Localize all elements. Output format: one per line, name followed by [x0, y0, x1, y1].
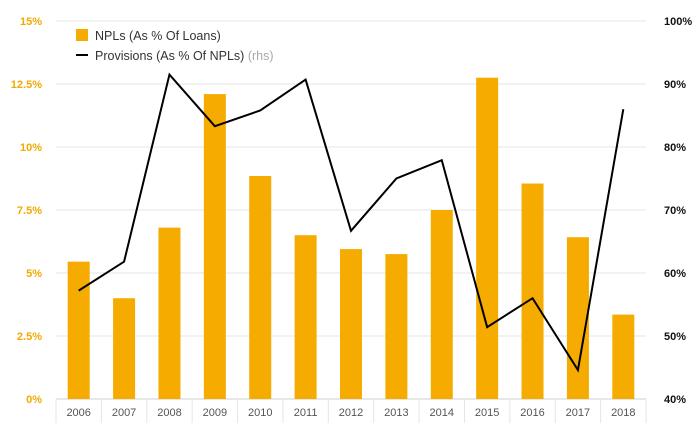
- x-tick-label: 2011: [294, 407, 318, 419]
- legend-label-provisions: Provisions (As % Of NPLs) (rhs): [95, 49, 274, 63]
- bar: [67, 261, 90, 399]
- x-tick-label: 2009: [203, 407, 227, 419]
- y-right-tick-label: 90%: [664, 79, 686, 91]
- y-left-tick-label: 15%: [20, 16, 42, 28]
- y-right-tick-label: 70%: [664, 205, 686, 217]
- bar: [385, 254, 408, 399]
- bar: [340, 249, 362, 399]
- x-tick-label: 2010: [248, 407, 272, 419]
- bar: [249, 175, 272, 399]
- y-right-tick-label: 80%: [664, 142, 686, 154]
- bar: [612, 314, 635, 399]
- bar: [430, 210, 453, 399]
- x-tick-label: 2014: [430, 407, 454, 419]
- y-left-tick-label: 7.5%: [17, 205, 42, 217]
- bar: [476, 77, 499, 399]
- x-tick-label: 2008: [157, 407, 181, 419]
- bar: [113, 298, 136, 399]
- y-right-tick-label: 100%: [664, 16, 692, 28]
- y-right-tick-label: 60%: [664, 268, 686, 280]
- y-right-tick-label: 40%: [664, 394, 686, 406]
- x-tick-label: 2015: [475, 407, 499, 419]
- bar: [294, 235, 317, 399]
- bar: [158, 227, 181, 399]
- bar: [203, 94, 226, 399]
- bar: [566, 237, 589, 399]
- y-left-tick-label: 0%: [26, 394, 42, 406]
- y-left-tick-label: 5%: [26, 268, 42, 280]
- x-tick-label: 2006: [66, 407, 90, 419]
- y-left-tick-label: 12.5%: [11, 79, 42, 91]
- x-tick-label: 2016: [520, 407, 544, 419]
- y-right-tick-label: 50%: [664, 331, 686, 343]
- x-tick-label: 2017: [566, 407, 590, 419]
- bar: [521, 183, 544, 399]
- legend-rhs-suffix: (rhs): [248, 49, 274, 63]
- y-left-tick-label: 2.5%: [17, 331, 42, 343]
- x-tick-label: 2007: [112, 407, 136, 419]
- x-tick-label: 2018: [611, 407, 635, 419]
- x-tick-label: 2012: [339, 407, 363, 419]
- y-left-tick-label: 10%: [20, 142, 42, 154]
- legend-swatch-npls: [76, 29, 88, 41]
- x-tick-label: 2013: [384, 407, 408, 419]
- legend-label-npls: NPLs (As % Of Loans): [95, 29, 221, 43]
